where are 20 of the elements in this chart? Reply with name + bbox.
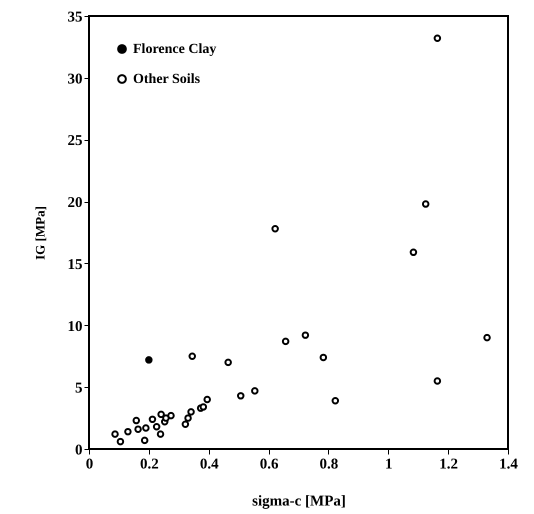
y-tick-label: 35 bbox=[68, 10, 82, 26]
x-tick-label: 0.6 bbox=[260, 456, 279, 472]
y-tick-label: 20 bbox=[68, 195, 82, 212]
y-tick-label: 5 bbox=[75, 380, 82, 397]
x-tick-label: 1.2 bbox=[439, 456, 458, 472]
x-tick-label: 1.4 bbox=[499, 456, 518, 472]
x-tick-label: 0.2 bbox=[140, 456, 159, 472]
y-tick-label: 30 bbox=[68, 71, 82, 88]
x-tick-label: 0.4 bbox=[200, 456, 220, 472]
y-tick-label: 10 bbox=[68, 318, 82, 335]
x-tick-label: 1 bbox=[385, 456, 393, 472]
x-tick-label: 0.8 bbox=[320, 456, 338, 472]
legend-label: Florence Clay bbox=[133, 42, 216, 57]
x-axis-title: sigma-c [MPa] bbox=[252, 494, 346, 510]
y-tick-label: 15 bbox=[68, 256, 82, 273]
legend-label: Other Soils bbox=[133, 72, 201, 87]
y-tick-label: 0 bbox=[75, 442, 82, 458]
x-tick-label: 0 bbox=[86, 456, 94, 472]
y-axis-title: IG [MPa] bbox=[32, 206, 48, 260]
y-tick-label: 25 bbox=[68, 133, 82, 150]
